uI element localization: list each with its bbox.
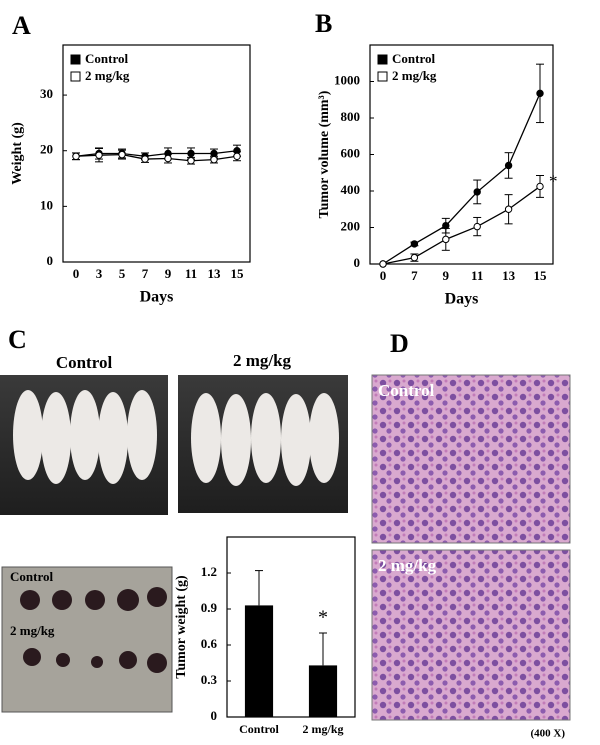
marker — [379, 260, 387, 268]
marker — [141, 155, 149, 163]
x-tick-label: 9 — [165, 266, 172, 281]
legend-marker — [70, 54, 81, 65]
legend-marker — [377, 54, 388, 65]
marker — [95, 151, 103, 159]
y-tick-label: 0 — [47, 253, 54, 268]
marker — [233, 152, 241, 160]
y-tick-label: 30 — [40, 86, 53, 101]
panel-letter: B — [315, 9, 332, 38]
y-tick-label: 1.2 — [201, 564, 217, 579]
photo-label: Control — [378, 381, 435, 400]
photo-label: Control — [10, 569, 53, 584]
y-tick-label: 800 — [341, 109, 361, 124]
y-tick-label: 600 — [341, 145, 361, 160]
panel-letter: A — [12, 11, 31, 40]
y-axis-label: Tumor volume (mm³) — [317, 90, 332, 218]
photo-label: 2 mg/kg — [378, 556, 437, 575]
marker — [118, 150, 126, 159]
marker — [164, 154, 172, 163]
x-tick-label: 11 — [185, 266, 197, 281]
x-tick-label: 15 — [231, 266, 245, 281]
x-tick-label: 2 mg/kg — [302, 722, 343, 736]
marker — [442, 235, 450, 244]
tumor-photo — [1, 566, 173, 713]
plot-frame — [62, 44, 251, 263]
series-line — [382, 93, 541, 265]
x-tick-label: 3 — [96, 266, 103, 281]
x-tick-label: 13 — [208, 266, 222, 281]
y-tick-label: 0.3 — [201, 672, 218, 687]
photo-label: 2 mg/kg — [233, 351, 292, 370]
plot-frame — [226, 536, 356, 718]
x-tick-label: Control — [239, 722, 279, 736]
marker — [473, 222, 481, 231]
y-tick-label: 10 — [40, 197, 53, 212]
x-tick-label: 7 — [411, 268, 418, 283]
magnification: (400 X) — [530, 728, 565, 740]
x-axis-label: Days — [445, 291, 479, 308]
marker — [72, 152, 80, 160]
legend-label: Control — [392, 51, 435, 66]
marker — [410, 240, 419, 248]
x-tick-label: 9 — [443, 268, 450, 283]
annotation: * — [549, 171, 558, 190]
legend-label: Control — [85, 51, 128, 66]
x-tick-label: 15 — [534, 268, 548, 283]
y-tick-label: 0.6 — [201, 636, 218, 651]
legend-label: 2 mg/kg — [85, 68, 130, 83]
marker — [410, 253, 419, 262]
y-tick-label: 0 — [354, 255, 361, 270]
y-axis-label: Tumor weight (g) — [174, 575, 189, 679]
x-tick-label: 11 — [471, 268, 483, 283]
y-tick-label: 0 — [211, 708, 218, 723]
marker — [536, 182, 544, 191]
photo-label: 2 mg/kg — [10, 623, 55, 638]
y-tick-label: 400 — [341, 182, 361, 197]
series-line — [75, 150, 238, 157]
series-line — [382, 185, 541, 265]
marker — [187, 157, 195, 165]
x-tick-label: 0 — [380, 268, 387, 283]
x-axis-label: Days — [140, 289, 174, 306]
y-axis-label: Weight (g) — [10, 122, 25, 185]
y-tick-label: 0.9 — [201, 600, 218, 615]
tumors — [20, 587, 167, 673]
marker — [210, 155, 218, 164]
legend-marker — [70, 71, 81, 82]
marker — [536, 89, 544, 98]
x-tick-label: 0 — [73, 266, 80, 281]
y-tick-label: 200 — [341, 218, 361, 233]
series-line — [75, 153, 238, 162]
histology-photo — [371, 374, 571, 544]
legend-marker — [377, 71, 388, 82]
x-tick-label: 7 — [142, 266, 149, 281]
marker — [187, 149, 195, 158]
x-tick-label: 5 — [119, 266, 126, 281]
marker — [210, 149, 218, 158]
photo-label: Control — [56, 353, 113, 372]
x-tick-label: 13 — [502, 268, 516, 283]
bar — [308, 665, 338, 717]
panel-letter: C — [8, 325, 27, 354]
marker — [504, 161, 513, 170]
marker — [473, 188, 481, 196]
panel-letter: D — [390, 329, 409, 358]
y-tick-label: 1000 — [334, 72, 360, 87]
legend-label: 2 mg/kg — [392, 68, 437, 83]
marker — [504, 205, 513, 213]
y-tick-label: 20 — [40, 142, 53, 157]
mice-shapes — [13, 390, 339, 486]
annotation: * — [318, 607, 328, 629]
histology-photo — [371, 549, 571, 721]
bar — [244, 605, 274, 717]
